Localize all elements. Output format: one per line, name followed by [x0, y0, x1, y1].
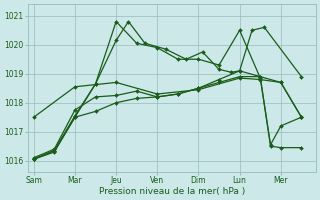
X-axis label: Pression niveau de la mer( hPa ): Pression niveau de la mer( hPa ): [99, 187, 245, 196]
